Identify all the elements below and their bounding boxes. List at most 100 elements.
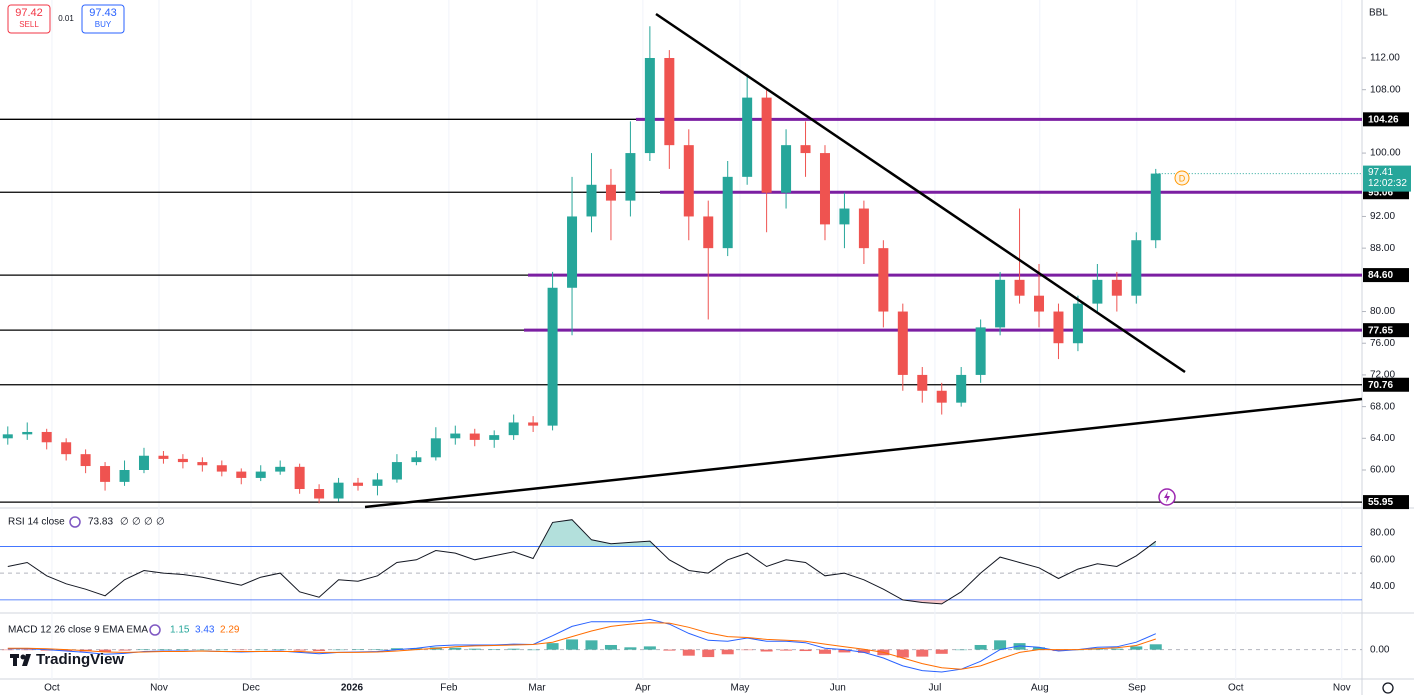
macd-histogram-bar <box>274 649 287 650</box>
candle-body <box>1111 279 1122 296</box>
candle-body <box>644 57 655 154</box>
candle-body <box>22 431 33 435</box>
rsi-extra: ∅ <box>132 517 141 528</box>
candle-body <box>1150 173 1161 241</box>
macd-histogram-bar <box>1 649 14 651</box>
y-tick-label: 60.00 <box>1370 465 1395 476</box>
macd-histogram-bar <box>643 646 656 650</box>
brand-name: TradingView <box>36 651 124 668</box>
interval-badge <box>1174 170 1190 186</box>
axes: Oct Nov Dec 2026 Feb Mar Apr May Jun Jul Aug Sep Oct… <box>44 53 1411 694</box>
candle-body <box>100 466 111 482</box>
macd-histogram-bar <box>449 647 462 650</box>
y-tick-label: 112.00 <box>1370 53 1400 64</box>
sell-button[interactable] <box>7 4 51 34</box>
level-label: 84.60 <box>1368 270 1393 281</box>
candle-body <box>742 97 753 177</box>
level-label: 77.65 <box>1368 325 1393 336</box>
rsi-oversold-fill <box>902 599 949 604</box>
macd-histogram-bar <box>916 649 929 657</box>
candle-body <box>508 422 519 436</box>
candle-body <box>411 457 422 463</box>
macd-histogram-bar <box>760 649 773 652</box>
candle-body <box>605 184 616 201</box>
candle-body <box>1072 303 1083 344</box>
macd-histogram-bar <box>60 649 73 652</box>
macd-histogram-bar <box>1149 644 1162 650</box>
y-tick-label: 88.00 <box>1370 243 1395 254</box>
candle-body <box>683 145 694 217</box>
macd-histogram-bar <box>293 649 306 651</box>
candle-body <box>722 176 733 249</box>
rsi-tick-label: 60.00 <box>1370 554 1395 565</box>
x-tick-label: Feb <box>440 683 458 694</box>
macd-histogram-bar <box>935 649 948 654</box>
macd-histogram-bar <box>604 644 617 650</box>
candle-body <box>897 311 908 375</box>
last-price-box <box>1363 165 1411 192</box>
candle-body <box>547 287 558 426</box>
macd-signal-value: 2.29 <box>220 625 240 636</box>
candle-body <box>216 465 227 472</box>
level-label: 70.76 <box>1368 380 1393 391</box>
macd-histogram-bar <box>994 640 1007 650</box>
macd-histogram-bar <box>857 649 870 653</box>
candle-body <box>372 479 383 486</box>
macd-histogram-bar <box>566 639 579 650</box>
level-label-box <box>1363 495 1409 510</box>
brand-logo <box>10 654 31 666</box>
candle-body <box>586 184 597 217</box>
macd-histogram-bar <box>682 649 695 656</box>
candle-body <box>236 471 247 478</box>
settings-button[interactable] <box>1382 682 1394 694</box>
rsi-tick-label: 80.00 <box>1370 528 1395 539</box>
candle-body <box>275 466 286 472</box>
settings-icon[interactable] <box>149 624 161 636</box>
level-label-box <box>1363 112 1409 127</box>
candle-body <box>489 435 500 440</box>
trend-line <box>655 12 1186 374</box>
y-tick-label: 92.00 <box>1370 211 1395 222</box>
x-tick-label: Nov <box>150 683 168 694</box>
x-tick-label: Sep <box>1128 683 1146 694</box>
countdown: 12:02:32 <box>1368 178 1407 189</box>
macd-histogram-bar <box>663 649 676 651</box>
buy-button[interactable] <box>81 4 125 34</box>
symbol: BBL <box>1369 8 1388 19</box>
level-label: 95.06 <box>1368 187 1393 198</box>
event-icon-glyph <box>1164 491 1170 503</box>
y-tick-label: 108.00 <box>1370 84 1401 95</box>
rsi-extra: ∅ <box>120 517 129 528</box>
macd-histogram-bar <box>1130 646 1143 650</box>
macd-histogram-bar <box>1033 647 1046 650</box>
candle-body <box>1131 240 1142 296</box>
macd-value: 3.43 <box>195 625 215 636</box>
level-label-box <box>1363 323 1409 338</box>
macd-histogram-bar <box>137 649 150 650</box>
candle-body <box>819 153 830 225</box>
macd-title: MACD 12 26 close 9 EMA EMA <box>8 625 148 636</box>
macd-histogram-bar <box>157 649 170 650</box>
macd-histogram-bar <box>838 649 851 653</box>
macd-histogram-bar <box>974 644 987 650</box>
level-label: 104.26 <box>1368 114 1399 125</box>
macd-histogram-bar <box>780 649 793 651</box>
macd-histogram-bar <box>40 649 53 651</box>
macd-histogram-bar <box>332 649 345 651</box>
macd-histogram-bar <box>468 648 481 650</box>
candle-body <box>839 208 850 225</box>
macd-histogram-bar <box>585 640 598 650</box>
settings-icon[interactable] <box>69 516 81 528</box>
candle-body <box>333 482 344 499</box>
x-tick-label: Aug <box>1031 683 1049 694</box>
sell-label: SELL <box>19 20 39 29</box>
trend-line <box>364 397 1363 509</box>
candle-body <box>703 216 714 249</box>
rsi-value: 73.83 <box>88 517 113 528</box>
candles <box>2 26 1161 504</box>
candle-body <box>138 455 149 470</box>
candle-body <box>177 458 188 463</box>
candle-body <box>917 374 928 391</box>
macd-pane <box>0 618 1362 673</box>
